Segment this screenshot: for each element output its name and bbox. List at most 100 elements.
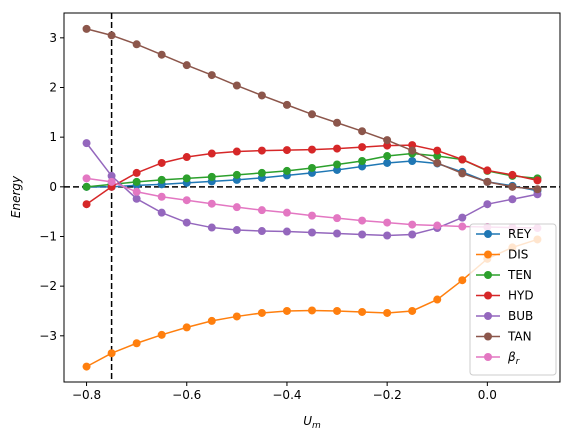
data-point <box>458 169 467 178</box>
y-tick-label: 1 <box>49 130 57 144</box>
data-point <box>508 182 517 191</box>
data-point <box>308 306 316 315</box>
data-point <box>232 81 241 90</box>
data-point <box>107 171 116 180</box>
data-point <box>82 24 91 33</box>
data-point <box>157 175 166 184</box>
data-point <box>257 91 266 100</box>
data-point <box>132 168 141 177</box>
data-point <box>107 177 116 186</box>
data-point <box>232 203 241 212</box>
data-point <box>182 218 191 227</box>
data-point <box>358 157 367 165</box>
data-point <box>82 200 91 209</box>
data-point <box>182 196 191 205</box>
data-point <box>182 61 191 70</box>
data-point <box>458 213 467 222</box>
data-point <box>458 222 467 231</box>
data-point <box>132 194 141 203</box>
data-point <box>383 308 392 317</box>
legend-swatch-marker <box>484 353 492 361</box>
data-point <box>358 230 367 239</box>
data-point <box>358 216 367 225</box>
data-point <box>282 166 291 175</box>
data-point <box>383 152 392 161</box>
data-point <box>82 139 91 148</box>
data-point <box>458 155 467 164</box>
data-point <box>358 307 367 316</box>
data-point <box>458 276 467 285</box>
data-point <box>282 100 291 109</box>
legend-swatch-marker <box>484 230 492 238</box>
plot-area <box>64 13 560 382</box>
data-point <box>383 158 392 167</box>
data-point <box>383 136 392 145</box>
data-point <box>257 206 266 215</box>
data-point <box>207 172 216 181</box>
data-point <box>308 211 316 220</box>
data-point <box>508 195 517 204</box>
data-point <box>483 166 492 175</box>
data-point <box>157 50 166 59</box>
x-tick-label: −0.4 <box>272 388 301 402</box>
data-point <box>433 295 442 304</box>
x-tick-label: −0.2 <box>373 388 402 402</box>
data-point <box>132 40 141 49</box>
data-point <box>333 165 342 174</box>
data-point <box>182 153 191 162</box>
data-point <box>333 144 342 153</box>
data-point <box>333 306 342 315</box>
data-point <box>483 200 492 209</box>
legend-swatch-marker <box>484 291 492 300</box>
data-point <box>433 158 442 167</box>
data-point <box>533 176 542 185</box>
x-axis-label-sub: m <box>312 421 321 431</box>
data-point <box>433 146 442 155</box>
data-point <box>358 143 367 152</box>
data-point <box>408 306 417 315</box>
axis-ticks: −0.8 −0.6 −0.4 −0.2 0.0 −3 −2 −1 0 1 2 3 <box>39 31 497 402</box>
legend-label: BUB <box>508 309 533 323</box>
data-point <box>157 330 166 339</box>
data-point <box>82 362 91 371</box>
data-point <box>157 158 166 167</box>
data-point <box>257 227 266 236</box>
data-point <box>508 170 517 179</box>
data-point <box>408 220 417 229</box>
data-point <box>207 71 216 80</box>
data-point <box>533 185 542 194</box>
data-point <box>157 208 166 217</box>
data-point <box>282 227 291 236</box>
data-point <box>232 170 241 179</box>
data-point <box>308 163 316 172</box>
data-point <box>333 160 342 169</box>
data-point <box>282 146 291 155</box>
data-point <box>207 199 216 208</box>
legend-label: TAN <box>507 330 532 344</box>
data-point <box>232 226 241 235</box>
data-point <box>132 177 141 186</box>
data-point <box>308 145 316 154</box>
data-point <box>232 312 241 321</box>
y-tick-label: 2 <box>49 80 57 94</box>
y-tick-label: 3 <box>49 31 57 45</box>
data-point <box>408 141 417 150</box>
data-point <box>333 229 342 238</box>
plot-frame <box>63 12 561 383</box>
legend-swatch-marker <box>484 332 492 341</box>
data-point <box>282 208 291 217</box>
legend-swatch-marker <box>484 271 492 279</box>
data-point <box>257 146 266 155</box>
y-tick-label: −1 <box>39 229 57 243</box>
x-tick-label: −0.6 <box>172 388 201 402</box>
data-point <box>82 174 91 183</box>
legend-label: HYD <box>508 289 534 303</box>
x-tick-label: −0.8 <box>72 388 101 402</box>
data-point <box>182 323 191 332</box>
data-point <box>207 223 216 232</box>
data-point <box>107 349 116 358</box>
y-tick-label: −3 <box>39 329 57 343</box>
data-point <box>207 149 216 158</box>
data-point <box>257 308 266 317</box>
